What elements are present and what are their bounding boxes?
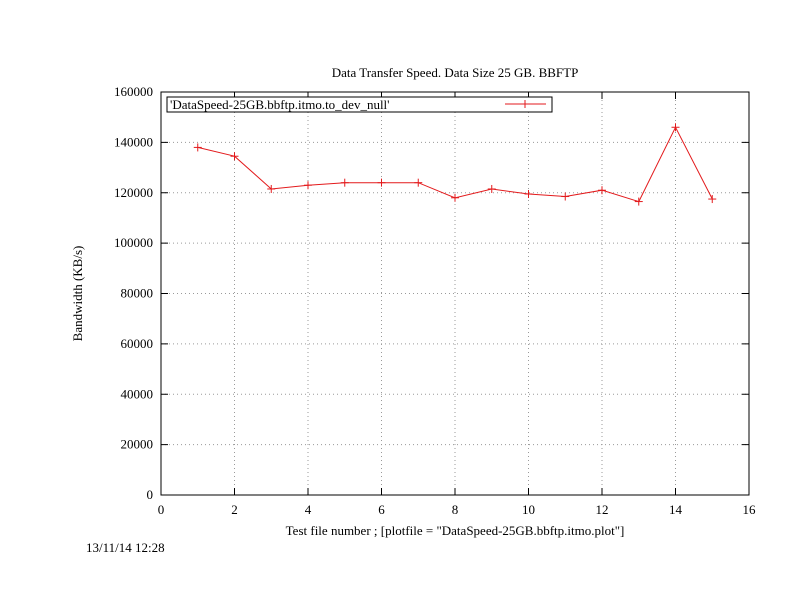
chart-title: Data Transfer Speed. Data Size 25 GB. BB… bbox=[332, 65, 579, 80]
data-point bbox=[304, 181, 312, 190]
data-point bbox=[193, 143, 202, 152]
y-tick-label: 120000 bbox=[114, 185, 153, 200]
data-point bbox=[487, 184, 496, 193]
data-point bbox=[708, 195, 717, 204]
data-point bbox=[451, 193, 459, 202]
legend-marker bbox=[521, 100, 529, 108]
x-tick-label: 12 bbox=[596, 502, 609, 517]
x-tick-label: 14 bbox=[669, 502, 683, 517]
series-layer bbox=[193, 123, 717, 206]
y-tick-label: 80000 bbox=[121, 286, 154, 301]
axes: 0 20000 40000 60000 80000 100000 120000 140000 1… bbox=[114, 84, 756, 517]
data-point bbox=[377, 178, 386, 187]
data-point bbox=[230, 152, 239, 161]
data-point bbox=[598, 186, 606, 195]
data-point bbox=[414, 178, 423, 187]
y-axis-label: Bandwidth (KB/s) bbox=[70, 246, 85, 342]
legend-label: 'DataSpeed-25GB.bbftp.itmo.to_dev_null' bbox=[170, 97, 390, 112]
data-point bbox=[524, 190, 533, 199]
y-tick-label: 60000 bbox=[121, 336, 154, 351]
data-point bbox=[561, 192, 570, 201]
legend: 'DataSpeed-25GB.bbftp.itmo.to_dev_null' bbox=[166, 96, 553, 113]
y-tick-label: 140000 bbox=[114, 134, 153, 149]
grid bbox=[161, 92, 749, 495]
data-point bbox=[671, 123, 680, 132]
data-point bbox=[267, 184, 276, 193]
x-tick-label: 10 bbox=[522, 502, 535, 517]
x-tick-label: 16 bbox=[743, 502, 757, 517]
plot-frame bbox=[160, 91, 750, 496]
x-tick-label: 0 bbox=[158, 502, 165, 517]
y-tick-label: 20000 bbox=[121, 437, 154, 452]
y-tick-label: 100000 bbox=[114, 235, 153, 250]
legend-box bbox=[166, 96, 553, 113]
y-tick-label: 0 bbox=[147, 487, 154, 502]
x-tick-label: 2 bbox=[231, 502, 238, 517]
data-point bbox=[340, 178, 349, 187]
x-tick-label: 6 bbox=[378, 502, 385, 517]
timestamp: 13/11/14 12:28 bbox=[86, 540, 165, 555]
y-tick-label: 160000 bbox=[114, 84, 153, 99]
x-tick-label: 8 bbox=[452, 502, 459, 517]
x-axis-label: Test file number ; [plotfile = "DataSpee… bbox=[286, 523, 625, 538]
y-tick-label: 40000 bbox=[121, 386, 154, 401]
x-tick-label: 4 bbox=[305, 502, 312, 517]
data-point bbox=[634, 197, 643, 206]
